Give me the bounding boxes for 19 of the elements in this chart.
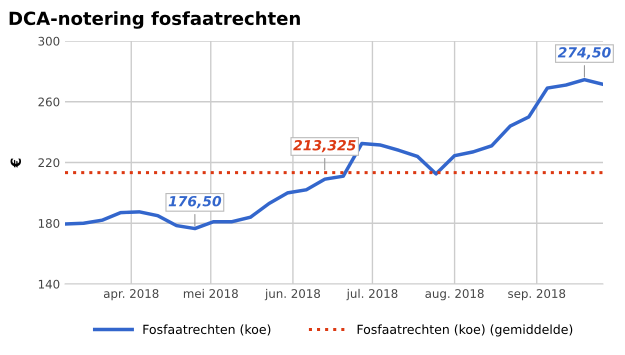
line-series — [65, 78, 603, 230]
y-tick-label: 140 — [38, 280, 60, 289]
chart-title: DCA-notering fosfaatrechten — [10, 11, 300, 29]
x-tick-label: aug. 2018 — [425, 289, 484, 300]
x-tick-label: mei 2018 — [184, 288, 238, 298]
y-tick-label: 260 — [38, 97, 60, 106]
data-label: 176,50 — [168, 196, 222, 208]
x-tick-label: apr. 2018 — [104, 289, 158, 300]
y-axis-title: € — [10, 158, 22, 168]
y-tick-label: 220 — [38, 158, 60, 168]
legend-label: Fosfaatrechten (koe) (gemiddelde) — [358, 324, 572, 337]
x-tick-label: sep. 2018 — [508, 289, 566, 300]
legend-label: Fosfaatrechten (koe) — [143, 324, 270, 336]
x-tick-label: jul. 2018 — [346, 288, 398, 300]
annotation: 213,325 — [293, 140, 356, 152]
x-tick-label: jun. 2018 — [264, 288, 320, 300]
y-tick-label: 180 — [38, 218, 60, 228]
data-label: 274,50 — [558, 47, 611, 60]
y-tick-label: 300 — [38, 36, 60, 46]
